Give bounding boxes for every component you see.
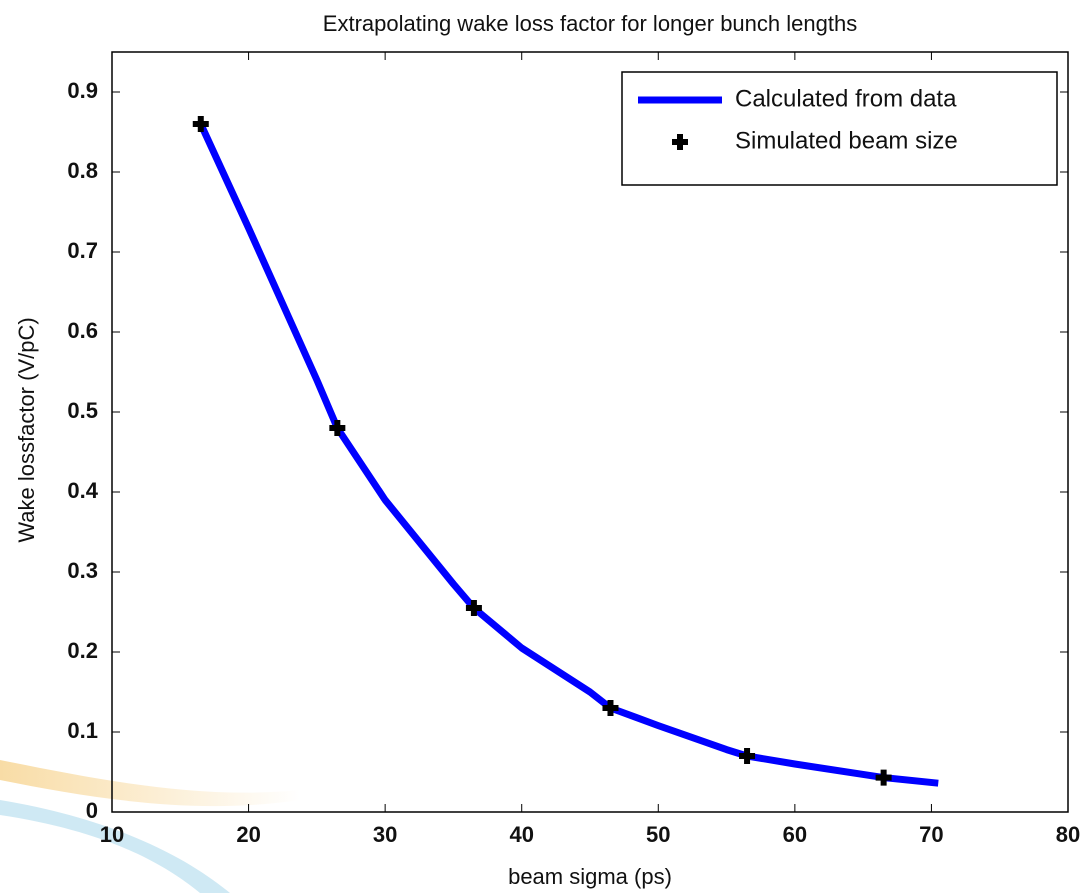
x-tick-label: 80: [1056, 822, 1080, 847]
x-tick-label: 40: [509, 822, 533, 847]
x-tick-label: 20: [236, 822, 260, 847]
legend-label: Simulated beam size: [735, 127, 958, 154]
y-tick-label: 0.1: [67, 718, 98, 743]
y-tick-label: 0.9: [67, 78, 98, 103]
axes-box: [111, 51, 1069, 813]
y-tick-label: 0.6: [67, 318, 98, 343]
y-tick-label: 0.7: [67, 238, 98, 263]
background-swirl: [0, 800, 230, 893]
y-tick-label: 0.3: [67, 558, 98, 583]
y-tick-label: 0: [86, 798, 98, 823]
data-line: [197, 122, 939, 787]
marker: [192, 116, 209, 132]
marker: [465, 600, 482, 616]
marker: [739, 748, 756, 764]
legend-label: Calculated from data: [735, 85, 957, 112]
x-tick-label: 30: [373, 822, 397, 847]
y-tick-label: 0.2: [67, 638, 98, 663]
y-tick-label: 0.4: [67, 478, 98, 503]
x-tick-label: 50: [646, 822, 670, 847]
chart-title: Extrapolating wake loss factor for longe…: [323, 11, 857, 36]
legend-box: [621, 71, 1058, 186]
x-axis-label: beam sigma (ps): [508, 864, 672, 889]
background-swirl: [0, 760, 300, 807]
x-tick-label: 70: [919, 822, 943, 847]
y-tick-label: 0.5: [67, 398, 98, 423]
marker: [602, 700, 619, 716]
x-tick-label: 60: [783, 822, 807, 847]
x-tick-label: 10: [100, 822, 124, 847]
y-tick-label: 0.8: [67, 158, 98, 183]
marker: [875, 769, 892, 786]
y-axis-label: Wake lossfactor (V/pC): [14, 317, 39, 542]
marker: [329, 420, 346, 436]
legend-swatch: [672, 134, 688, 150]
